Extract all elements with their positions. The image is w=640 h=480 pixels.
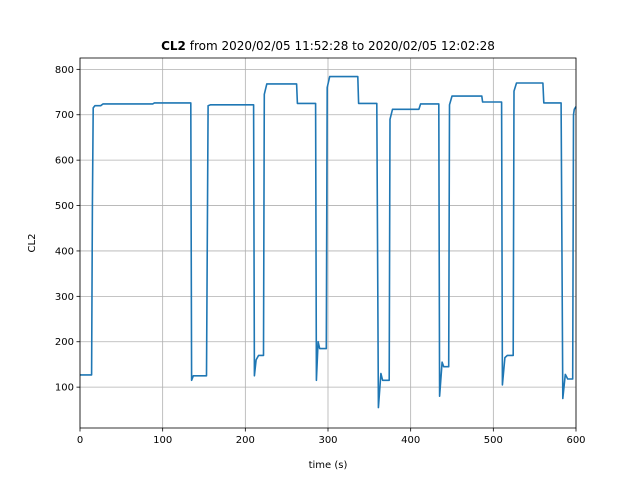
ticks: 0 100 200 300 400 500 600 100 200 300 400 500 600 700… — [55, 65, 586, 446]
chart-title-rest: from 2020/02/05 11:52:28 to 2020/02/05 1… — [186, 39, 495, 53]
y-tick-label: 600 — [55, 156, 74, 167]
grid — [79, 58, 577, 428]
y-tick-label: 800 — [55, 65, 74, 76]
series-line — [80, 75, 577, 409]
x-axis-label: time (s) — [309, 460, 348, 471]
y-tick-label: 200 — [55, 337, 74, 348]
y-tick-label: 100 — [55, 383, 74, 394]
y-tick-label: 700 — [55, 110, 74, 121]
x-tick-label: 500 — [484, 435, 503, 446]
series-layer — [80, 75, 577, 409]
x-tick-label: 200 — [236, 435, 255, 446]
x-tick-label: 0 — [77, 435, 83, 446]
x-tick-label: 300 — [318, 435, 337, 446]
chart-title-bold: CL2 — [161, 39, 186, 53]
y-tick-label: 500 — [55, 201, 74, 212]
x-tick-label: 600 — [566, 435, 585, 446]
y-tick-label: 400 — [55, 246, 74, 257]
y-axis-label: CL2 — [27, 234, 38, 253]
chart-title: CL2 from 2020/02/05 11:52:28 to 2020/02/… — [161, 39, 495, 53]
y-tick-label: 300 — [55, 292, 74, 303]
x-tick-label: 100 — [153, 435, 172, 446]
x-tick-label: 400 — [401, 435, 420, 446]
